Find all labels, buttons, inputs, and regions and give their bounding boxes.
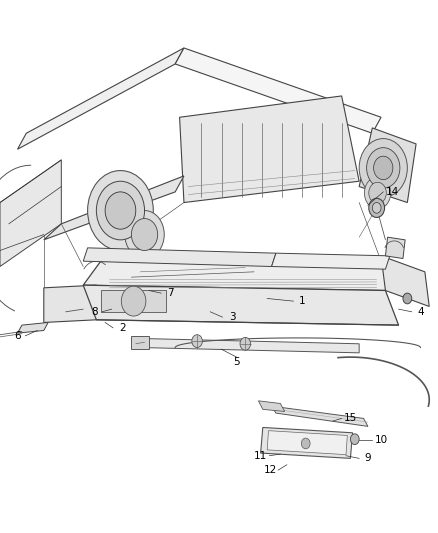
Polygon shape bbox=[175, 48, 381, 133]
Text: 2: 2 bbox=[119, 323, 126, 333]
Text: 4: 4 bbox=[417, 307, 424, 317]
Text: 8: 8 bbox=[91, 307, 98, 317]
Text: 12: 12 bbox=[264, 465, 277, 475]
Polygon shape bbox=[359, 128, 416, 203]
Circle shape bbox=[88, 171, 153, 251]
Text: 10: 10 bbox=[374, 435, 388, 445]
Polygon shape bbox=[258, 401, 285, 411]
Circle shape bbox=[240, 337, 251, 350]
Text: 6: 6 bbox=[14, 331, 21, 341]
Circle shape bbox=[367, 148, 400, 188]
Circle shape bbox=[301, 438, 310, 449]
Polygon shape bbox=[101, 290, 166, 312]
Circle shape bbox=[350, 434, 359, 445]
Polygon shape bbox=[18, 48, 184, 149]
Polygon shape bbox=[267, 431, 347, 455]
Text: 15: 15 bbox=[344, 414, 357, 423]
Polygon shape bbox=[83, 285, 399, 325]
Polygon shape bbox=[44, 176, 184, 240]
Text: 5: 5 bbox=[233, 358, 240, 367]
Polygon shape bbox=[131, 336, 149, 349]
Polygon shape bbox=[83, 301, 127, 314]
Circle shape bbox=[131, 219, 158, 251]
Text: 11: 11 bbox=[254, 451, 267, 461]
Polygon shape bbox=[272, 253, 390, 269]
Circle shape bbox=[364, 177, 391, 209]
Polygon shape bbox=[83, 248, 276, 266]
Polygon shape bbox=[83, 261, 403, 290]
Text: 7: 7 bbox=[167, 288, 174, 298]
Text: 14: 14 bbox=[385, 187, 399, 197]
Polygon shape bbox=[261, 427, 353, 458]
Circle shape bbox=[369, 182, 386, 204]
Circle shape bbox=[96, 181, 145, 240]
Circle shape bbox=[125, 211, 164, 259]
Circle shape bbox=[192, 335, 202, 348]
Polygon shape bbox=[180, 96, 359, 203]
Polygon shape bbox=[140, 338, 359, 353]
Text: 1: 1 bbox=[299, 296, 306, 306]
Polygon shape bbox=[0, 160, 61, 266]
Polygon shape bbox=[44, 285, 96, 322]
Polygon shape bbox=[381, 256, 429, 306]
Polygon shape bbox=[18, 322, 48, 333]
Circle shape bbox=[121, 286, 146, 316]
Text: 3: 3 bbox=[229, 312, 236, 322]
Polygon shape bbox=[272, 406, 368, 426]
Circle shape bbox=[359, 139, 407, 197]
Circle shape bbox=[105, 192, 136, 229]
Circle shape bbox=[374, 156, 393, 180]
Circle shape bbox=[372, 203, 381, 213]
Circle shape bbox=[369, 198, 385, 217]
Text: 9: 9 bbox=[364, 454, 371, 463]
Circle shape bbox=[403, 293, 412, 304]
Polygon shape bbox=[385, 237, 405, 259]
